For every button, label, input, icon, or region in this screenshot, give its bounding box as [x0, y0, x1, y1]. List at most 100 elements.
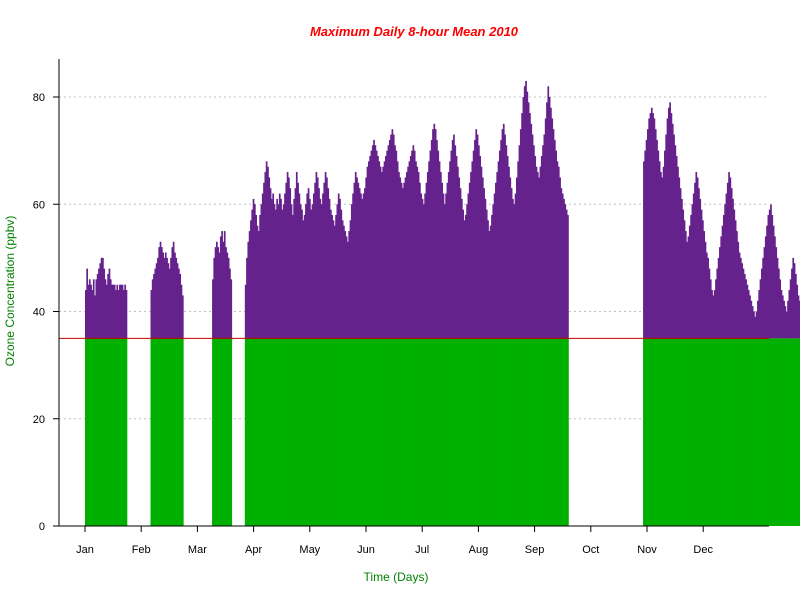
bar-segment-below-threshold [155, 338, 158, 526]
bar-segment-below-threshold [704, 338, 707, 526]
bar-segment-below-threshold [115, 338, 117, 526]
bar-segment-below-threshold [356, 338, 358, 526]
bar-segment-above-threshold [550, 107, 552, 339]
bar-segment-below-threshold [795, 338, 797, 526]
bar-segment-above-threshold [116, 284, 119, 339]
bar-segment-below-threshold [178, 338, 180, 526]
bar-segment-below-threshold [121, 338, 124, 526]
bar-segment-above-threshold [460, 198, 463, 339]
bar-segment-above-threshold [424, 193, 426, 339]
bar-segment-above-threshold [109, 279, 112, 339]
bar-segment-below-threshold [561, 338, 564, 526]
bar-segment-below-threshold [493, 338, 496, 526]
x-axis-ticks: Jan Feb Mar Apr May Jun Jul Aug Sep Oct Nov Dec [76, 526, 713, 556]
bar-segment-below-threshold [496, 338, 499, 526]
bar-segment-below-threshold [751, 338, 754, 526]
bar-segment-below-threshold [463, 338, 466, 526]
bar-segment-below-threshold [263, 338, 265, 526]
bar-segment-above-threshold [302, 220, 305, 339]
bar-segment-below-threshold [100, 338, 103, 526]
bar-segment-below-threshold [350, 338, 353, 526]
bar-segment-below-threshold [396, 338, 399, 526]
bar-segment-above-threshold [329, 209, 332, 339]
bar-segment-above-threshold [734, 220, 737, 339]
bar-segment-above-threshold [400, 182, 403, 339]
bar-segment-below-threshold [498, 338, 501, 526]
bar-segment-below-threshold [745, 338, 747, 526]
bar-segment-above-threshold [117, 290, 120, 339]
bar-segment-above-threshold [371, 145, 374, 339]
bar-segment-below-threshold [409, 338, 412, 526]
bar-segment-below-threshold [221, 338, 223, 526]
bar-segment-below-threshold [709, 338, 712, 526]
bar-segment-below-threshold [666, 338, 669, 526]
bar-segment-above-threshold [556, 161, 559, 339]
bar-segment-below-threshold [798, 338, 800, 526]
bar-segment-above-threshold [565, 209, 568, 339]
bar-segment-above-threshold [712, 295, 715, 339]
bar-segment-above-threshold [798, 300, 800, 339]
bar-segment-above-threshold [405, 172, 408, 339]
bar-segment-below-threshold [255, 338, 258, 526]
bar-segment-above-threshold [430, 139, 433, 339]
bar-segment-below-threshold [725, 338, 728, 526]
bar-segment-below-threshold [370, 338, 373, 526]
bar-segment-above-threshold [396, 161, 399, 339]
bar-segment-below-threshold [246, 338, 248, 526]
bar-segment-above-threshold [369, 155, 371, 339]
bar-segment-above-threshold [299, 204, 302, 339]
bar-segment-above-threshold [713, 290, 716, 339]
bar-segment-below-threshold [347, 338, 349, 526]
bar-segment-below-threshold [679, 338, 682, 526]
bar-segment-above-threshold [732, 198, 734, 339]
bar-segment-above-threshold [673, 134, 675, 339]
bar-segment-above-threshold [167, 263, 170, 339]
bar-segment-above-threshold [788, 290, 791, 339]
bar-segment-below-threshold [303, 338, 306, 526]
bar-segment-above-threshold [375, 150, 378, 339]
bar-segment-below-threshold [176, 338, 179, 526]
bar-segment-above-threshold [295, 172, 298, 339]
bar-segment-below-threshold [525, 338, 527, 526]
bar-segment-below-threshold [557, 338, 560, 526]
bar-segment-below-threshold [674, 338, 677, 526]
bar-segment-above-threshold [709, 279, 712, 339]
bar-segment-above-threshold [124, 284, 127, 339]
bar-segment-above-threshold [294, 188, 297, 339]
bar-segment-above-threshold [244, 284, 247, 339]
bar-segment-above-threshold [726, 182, 729, 339]
bar-segment-above-threshold [429, 150, 432, 339]
bar-segment-above-threshold [682, 209, 685, 339]
bar-segment-above-threshold [691, 204, 694, 339]
bar-segment-above-threshold [318, 188, 320, 339]
bar-segment-above-threshold [780, 290, 783, 339]
bar-segment-above-threshold [441, 182, 444, 339]
bar-segment-above-threshold [286, 172, 289, 339]
bar-segment-above-threshold [504, 134, 506, 339]
bar-segment-above-threshold [180, 284, 183, 339]
bar-segment-above-threshold [531, 134, 534, 339]
bar-segment-above-threshold [175, 257, 178, 339]
bar-segment-below-threshold [699, 338, 702, 526]
bar-segment-below-threshold [440, 338, 442, 526]
bar-segment-below-threshold [567, 338, 569, 526]
bar-segment-below-threshold [555, 338, 557, 526]
y-tick-label: 60 [33, 199, 45, 211]
x-tick-label: Nov [637, 544, 657, 556]
bar-segment-above-threshold [491, 214, 493, 339]
bar-segment-above-threshold [670, 113, 673, 339]
bar-segment-below-threshold [280, 338, 282, 526]
bar-segment-below-threshold [327, 338, 330, 526]
bar-segment-above-threshold [542, 145, 544, 339]
bar-segment-below-threshold [357, 338, 360, 526]
bar-segment-above-threshold [324, 172, 327, 339]
bar-segment-below-threshold [658, 338, 661, 526]
bar-segment-above-threshold [746, 284, 749, 339]
bar-segment-above-threshold [388, 139, 391, 339]
bar-segment-below-threshold [426, 338, 429, 526]
bar-segment-above-threshold [218, 252, 221, 339]
bar-segment-above-threshold [94, 295, 96, 339]
bar-segment-above-threshold [354, 172, 357, 339]
bar-segment-below-threshold [788, 338, 791, 526]
bar-segment-above-threshold [119, 284, 121, 339]
